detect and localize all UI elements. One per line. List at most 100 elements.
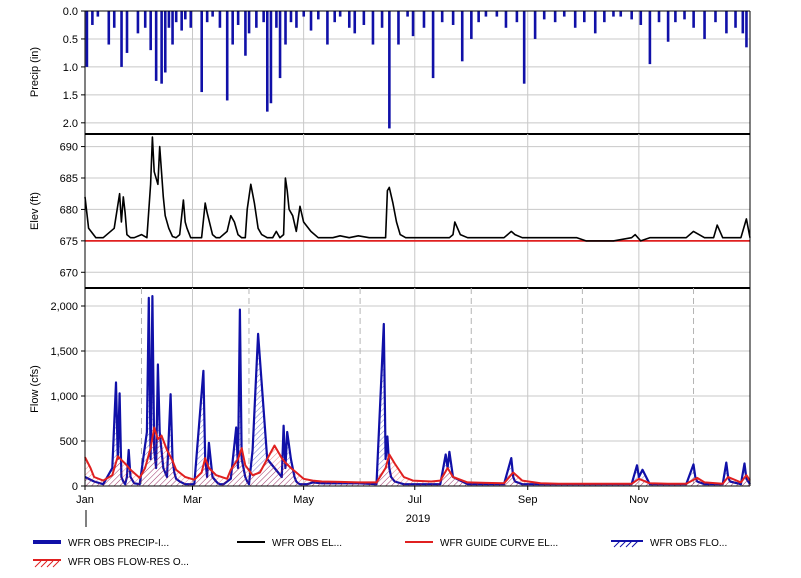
precip-bar xyxy=(125,11,129,53)
precip-bar xyxy=(619,11,623,17)
precip-bar xyxy=(96,11,100,17)
precip-bar xyxy=(422,11,426,28)
x-tick-label-nov: Nov xyxy=(629,494,649,506)
precip-bar xyxy=(353,11,357,34)
precip-bar xyxy=(309,11,313,31)
precip-bar xyxy=(460,11,464,62)
legend-label-precip: WFR OBS PRECIP-I... xyxy=(68,538,169,549)
elev-ytick-label: 685 xyxy=(60,173,78,185)
precip-bar xyxy=(174,11,178,23)
precip-bar xyxy=(714,11,717,23)
precip-bar xyxy=(244,11,247,56)
legend-item-precip[interactable]: WFR OBS PRECIP-I... xyxy=(33,538,169,549)
elev-obs-line xyxy=(84,136,751,242)
x-axis-year-label: 2019 xyxy=(406,513,430,525)
precip-bar xyxy=(333,11,337,23)
precip-bar xyxy=(295,11,298,28)
precip-bar xyxy=(583,11,586,23)
precip-bar xyxy=(431,11,435,79)
elev-ytick-label: 680 xyxy=(60,204,78,216)
precip-bar xyxy=(149,11,152,51)
precip-bar xyxy=(120,11,123,67)
precip-bar xyxy=(289,11,293,23)
precip-panel: 0.0 0.5 1.0 1.5 2.0 Precip (in) xyxy=(29,6,751,134)
precip-bar xyxy=(451,11,455,25)
precip-bar xyxy=(406,11,409,17)
precip-bar xyxy=(380,11,384,28)
precip-bar xyxy=(91,11,94,25)
precip-bar xyxy=(612,11,615,17)
precip-bar xyxy=(371,11,375,45)
precip-bar xyxy=(278,11,282,79)
flow-obs-line xyxy=(84,295,751,486)
precip-bar xyxy=(362,11,366,25)
res-out-area xyxy=(85,427,750,486)
elev-axis-title: Elev (ft) xyxy=(29,192,41,230)
res-out-line xyxy=(84,426,751,485)
precip-bar xyxy=(741,11,745,34)
precip-bar xyxy=(639,11,643,25)
precip-bar xyxy=(562,11,566,17)
legend-label-elev: WFR OBS EL... xyxy=(272,538,342,549)
flow-axis-title: Flow (cfs) xyxy=(29,365,41,413)
precip-bar xyxy=(218,11,222,28)
legend-label-flow: WFR OBS FLO... xyxy=(650,538,727,549)
precip-bar xyxy=(180,11,183,31)
precip-bar xyxy=(236,11,240,25)
legend-label-guide: WFR GUIDE CURVE EL... xyxy=(440,538,558,549)
precip-ytick-label: 0.5 xyxy=(63,34,78,46)
precip-bar xyxy=(205,11,209,23)
precip-bar xyxy=(703,11,706,39)
precip-ytick-label: 2.0 xyxy=(63,118,78,130)
precip-bar xyxy=(211,11,214,17)
legend: WFR OBS PRECIP-I... WFR OBS EL... WFR GU… xyxy=(33,538,727,568)
precip-bar xyxy=(167,11,171,28)
legend-item-guide[interactable]: WFR GUIDE CURVE EL... xyxy=(405,538,558,549)
precip-bar xyxy=(107,11,111,45)
x-tick-label-mar: Mar xyxy=(183,494,202,506)
flow-ytick-label: 0 xyxy=(72,481,78,493)
x-tick-label-sep: Sep xyxy=(518,494,538,506)
legend-item-elev[interactable]: WFR OBS EL... xyxy=(237,538,342,549)
precip-bar xyxy=(683,11,686,20)
legend-item-res-out[interactable]: WFR OBS FLOW-RES O... xyxy=(33,557,189,568)
precip-bar xyxy=(171,11,174,45)
precip-bar xyxy=(603,11,606,23)
legend-hatch-res-out xyxy=(34,560,60,568)
elev-ytick-label: 690 xyxy=(60,142,78,154)
precip-ytick-label: 1.0 xyxy=(63,62,78,74)
legend-hatch-flow xyxy=(613,540,639,548)
precip-bar xyxy=(255,11,258,28)
precip-bar xyxy=(302,11,306,17)
precip-bar xyxy=(553,11,557,23)
precip-bar xyxy=(522,11,526,84)
precip-axis-title: Precip (in) xyxy=(29,47,41,97)
precip-bar xyxy=(247,11,251,34)
precip-bar xyxy=(284,11,287,45)
x-tick-label-may: May xyxy=(293,494,314,506)
precip-bar xyxy=(692,11,695,28)
precip-bar xyxy=(154,11,158,81)
precip-bar xyxy=(160,11,163,84)
flow-ytick-label: 1,000 xyxy=(50,391,78,403)
precip-bar xyxy=(648,11,652,65)
precip-bar xyxy=(470,11,473,39)
precip-bar xyxy=(477,11,480,23)
legend-item-flow[interactable]: WFR OBS FLO... xyxy=(611,538,727,549)
precip-bar xyxy=(725,11,728,34)
precip-bar xyxy=(495,11,499,17)
precip-bar xyxy=(411,11,415,37)
precip-bar xyxy=(533,11,537,39)
elev-ytick-label: 675 xyxy=(60,236,78,248)
precip-ytick-label: 0.0 xyxy=(63,6,78,18)
precip-bar xyxy=(262,11,265,23)
legend-label-res-out: WFR OBS FLOW-RES O... xyxy=(68,557,189,568)
x-tick-label-jul: Jul xyxy=(408,494,422,506)
precip-bar xyxy=(674,11,677,23)
precip-bar xyxy=(515,11,519,23)
flow-obs-area xyxy=(85,296,750,486)
precip-bar xyxy=(189,11,193,28)
x-tick-label-jan: Jan xyxy=(76,494,94,506)
precip-ytick-label: 1.5 xyxy=(63,90,78,102)
